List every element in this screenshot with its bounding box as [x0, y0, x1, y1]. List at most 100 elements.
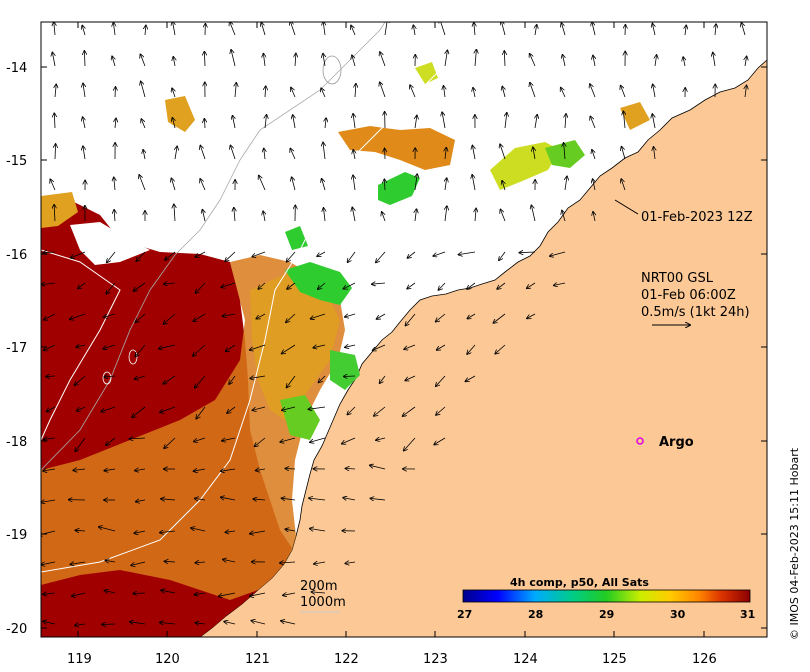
current-vector-arrow [493, 313, 506, 323]
current-vector-arrow [50, 179, 56, 191]
y-tick-16: -16 [6, 248, 27, 263]
current-vector-arrow [370, 498, 386, 500]
current-vector-arrow [500, 209, 506, 222]
current-vector-arrow [323, 142, 325, 160]
current-vector-arrow [713, 53, 715, 67]
bathy-contour-200m [41, 249, 121, 441]
current-vector-arrow [161, 590, 176, 594]
current-vector-arrow [530, 54, 536, 67]
current-vector-arrow [223, 314, 236, 316]
current-vector-arrow [43, 252, 56, 253]
x-tick-119: 119 [67, 652, 92, 667]
current-vector-arrow [311, 313, 326, 319]
current-vector-arrow [200, 146, 206, 160]
current-vector-arrow [407, 251, 416, 258]
current-vector-arrow [343, 282, 356, 289]
current-vector-arrow [136, 251, 146, 261]
current-vector-arrow [195, 562, 206, 563]
current-vector-arrow [533, 147, 535, 160]
current-vector-arrow [103, 344, 116, 349]
current-vector-arrow [440, 22, 446, 36]
current-vector-arrow [230, 22, 236, 36]
current-vector-arrow [160, 406, 176, 412]
current-vector-arrow [136, 500, 146, 502]
current-vector-arrow [159, 344, 176, 349]
current-vector-arrow [285, 469, 296, 470]
current-vector-arrow [319, 375, 326, 382]
bathy-contour-grey-2 [41, 229, 201, 471]
current-vector-arrow [715, 24, 716, 36]
sst-green-patch-coast [285, 262, 352, 305]
current-vector-arrow [134, 282, 146, 291]
current-vector-arrow [504, 51, 505, 67]
current-vectors [41, 22, 747, 626]
current-vector-arrow [467, 344, 476, 354]
y-axis: -14 -15 -16 -17 -18 -19 -20 [6, 61, 767, 637]
argo-float-marker[interactable] [636, 437, 644, 445]
current-vector-arrow [141, 119, 146, 129]
current-vector-arrow [321, 88, 326, 98]
current-vector-arrow [174, 204, 175, 222]
current-vector-arrow [140, 54, 146, 67]
current-vector-arrow [135, 313, 146, 322]
current-vector-arrow [75, 624, 86, 626]
current-vector-arrow [105, 560, 116, 562]
current-vector-arrow [292, 177, 296, 191]
current-time-label: 01-Feb 06:00Z [641, 288, 736, 303]
current-vector-arrow [280, 562, 296, 563]
current-vector-arrow [195, 498, 206, 500]
current-vector-arrow [438, 282, 446, 290]
current-vector-arrow [194, 593, 206, 595]
current-vector-arrow [226, 344, 236, 351]
current-vector-arrow [160, 622, 176, 624]
current-vector-arrow [77, 406, 86, 411]
current-vector-arrow [46, 376, 56, 377]
current-vector-arrow [535, 25, 537, 36]
current-vector-arrow [42, 283, 56, 285]
current-vector-arrow [623, 111, 625, 129]
current-vector-arrow [114, 210, 115, 222]
current-vector-arrow [55, 84, 56, 98]
current-vector-arrow [282, 498, 296, 500]
current-vector-arrow [113, 23, 115, 36]
current-vector-arrow [502, 87, 505, 98]
cloud-gap [70, 222, 150, 265]
current-vector-arrow [745, 56, 747, 67]
current-vector-arrow [191, 528, 206, 532]
current-vector-arrow [293, 115, 295, 129]
current-vector-arrow [161, 499, 176, 500]
current-vector-arrow [135, 469, 146, 471]
current-vector-arrow [265, 115, 267, 129]
current-vector-arrow [133, 593, 146, 594]
current-vector-arrow [104, 376, 116, 377]
sst-north-patch-5 [165, 96, 195, 132]
current-vector-arrow [112, 56, 115, 67]
current-vector-arrow [322, 179, 326, 191]
current-vector-arrow [281, 621, 296, 625]
current-scale-label: 0.5m/s (1kt 24h) [641, 305, 750, 320]
current-vector-arrow [380, 375, 386, 383]
current-vector-arrow [195, 251, 206, 257]
current-vector-arrow [290, 22, 296, 36]
current-vector-arrow [131, 561, 146, 565]
current-vector-arrow [164, 313, 176, 324]
current-vector-arrow [376, 251, 386, 263]
y-tick-20: -20 [6, 622, 27, 637]
current-vector-arrow [70, 562, 86, 564]
current-vector-arrow [52, 52, 55, 67]
current-vector-arrow [376, 438, 386, 440]
current-model-label: NRT00 GSL [641, 271, 714, 286]
current-vector-arrow [106, 282, 116, 294]
current-vector-arrow [202, 210, 205, 222]
sst-orange-patch-2 [250, 272, 340, 420]
current-vector-arrow [164, 437, 176, 448]
current-vector-arrow [291, 88, 296, 98]
current-vector-arrow [562, 211, 566, 222]
current-vector-arrow [224, 622, 236, 625]
current-vector-arrow [250, 376, 266, 378]
current-vector-arrow [590, 116, 596, 129]
current-vector-arrow [527, 282, 536, 288]
current-vector-arrow [251, 621, 266, 625]
current-vector-arrow [345, 314, 356, 317]
current-vector-arrow [372, 283, 386, 284]
